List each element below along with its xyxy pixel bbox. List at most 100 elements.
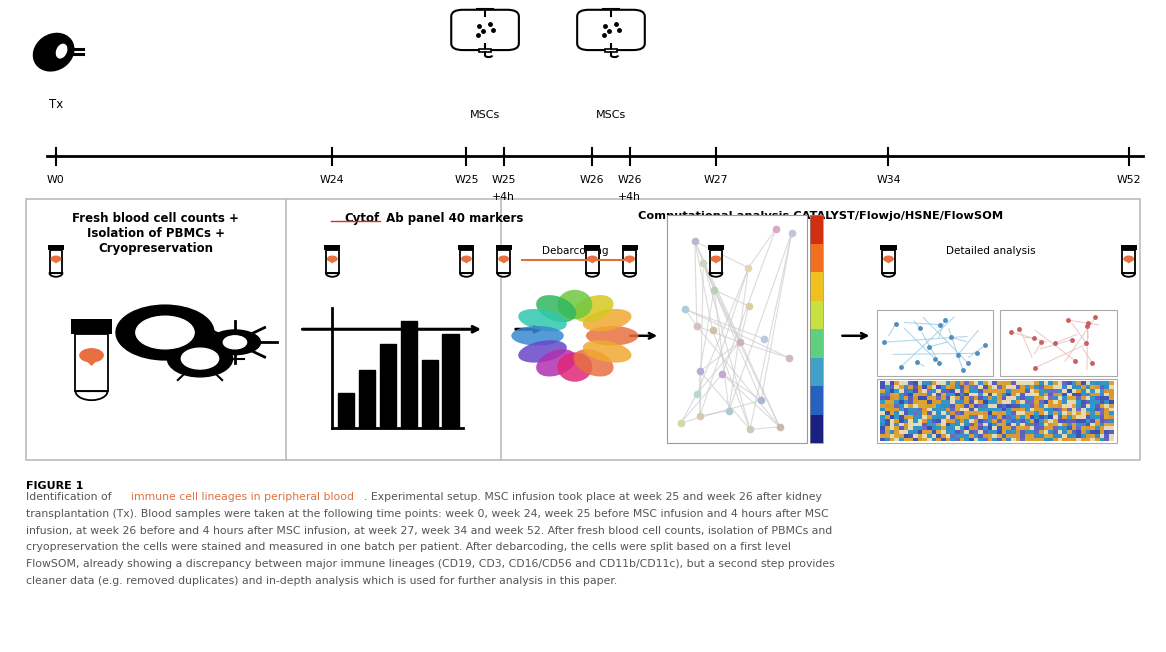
Bar [1104,389,1109,393]
Bar [1053,430,1058,434]
Bar [908,404,913,408]
Bar [1016,393,1020,396]
Bar [936,426,941,430]
Bar [894,385,899,389]
Bar [1002,419,1006,422]
Bar [1006,411,1011,415]
Bar [1090,408,1095,411]
Bar [908,419,913,422]
Bar [899,419,904,422]
Bar [1006,419,1011,422]
Bar [1109,393,1114,396]
Bar [978,408,983,411]
Bar [1034,408,1039,411]
Bar [890,422,894,426]
Bar [1100,396,1104,400]
Bar [983,404,988,408]
Bar [904,434,908,437]
Bar [997,430,1002,434]
Bar [946,430,950,434]
Bar [964,408,969,411]
Bar [941,419,946,422]
FancyBboxPatch shape [577,10,645,50]
Circle shape [80,349,104,362]
Bar [1104,393,1109,396]
Bar [1062,381,1067,385]
Bar [1044,437,1048,441]
Bar [936,411,941,415]
Bar [1058,400,1062,404]
Bar [927,385,932,389]
Bar [1062,400,1067,404]
Ellipse shape [536,349,576,376]
Bar [960,434,964,437]
Bar [1062,415,1067,419]
Bar [359,370,375,428]
Bar [1044,393,1048,396]
Bar [1067,393,1072,396]
Bar [992,415,997,419]
Bar [880,385,885,389]
Circle shape [328,256,337,261]
Bar [1072,415,1076,419]
Bar [941,426,946,430]
Bar [988,381,992,385]
Bar [983,411,988,415]
Bar [1006,430,1011,434]
Bar [1020,393,1025,396]
Bar [1076,389,1081,393]
Bar [908,430,913,434]
Bar [969,396,974,400]
Bar [1062,385,1067,389]
Bar [964,381,969,385]
Circle shape [168,340,233,377]
Bar [1072,430,1076,434]
Bar [922,404,927,408]
Bar [1095,396,1100,400]
Bar [1086,430,1090,434]
Bar [1048,422,1053,426]
Bar [890,408,894,411]
Bar [1058,408,1062,411]
Bar [1100,437,1104,441]
Bar [1053,404,1058,408]
Bar [894,419,899,422]
Bar [913,385,918,389]
Bar [1081,393,1086,396]
Bar [894,393,899,396]
Bar [810,273,823,301]
Bar [1100,411,1104,415]
Bar [922,422,927,426]
Bar [1072,422,1076,426]
Bar [1030,381,1034,385]
Bar [1104,385,1109,389]
Bar [955,400,960,404]
Bar [1076,422,1081,426]
Bar [983,415,988,419]
Bar [1062,430,1067,434]
Bar [1081,434,1086,437]
Wedge shape [586,273,599,276]
Bar [997,415,1002,419]
Bar [899,430,904,434]
Wedge shape [459,273,473,276]
Bar [422,360,438,428]
Text: +4h: +4h [492,192,515,201]
Bar [1067,437,1072,441]
Bar [922,434,927,437]
Bar [1086,396,1090,400]
Bar [1090,434,1095,437]
Bar [1039,415,1044,419]
Bar [1034,404,1039,408]
Bar [1025,434,1030,437]
Bar [983,419,988,422]
Bar [1030,393,1034,396]
Bar [918,381,922,385]
Bar [1000,310,1117,376]
Bar [936,393,941,396]
Bar [1067,430,1072,434]
Bar [1016,408,1020,411]
Bar [988,396,992,400]
Bar [950,437,955,441]
Bar [890,411,894,415]
